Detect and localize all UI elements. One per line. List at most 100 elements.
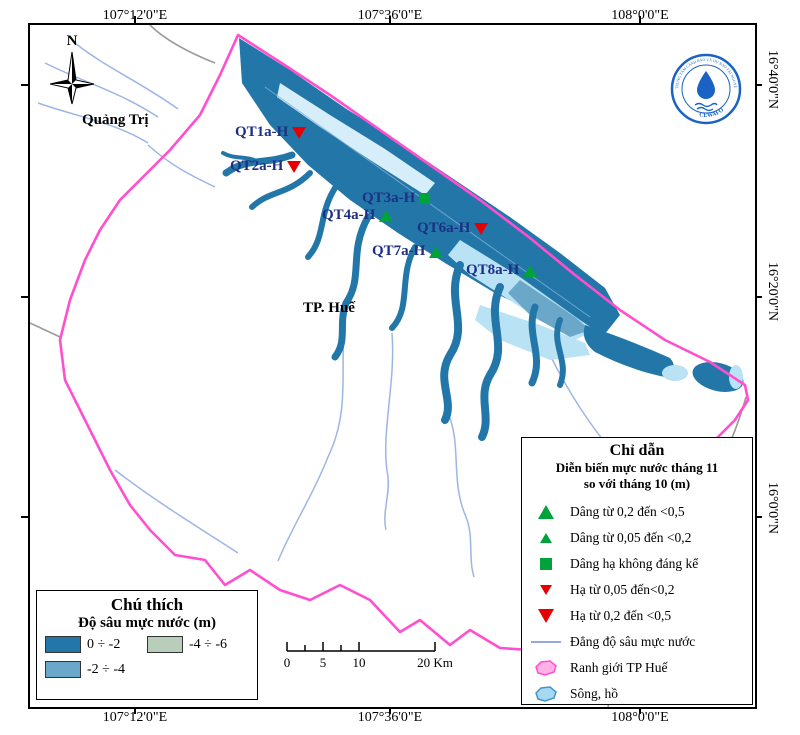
legend-guide-title: Chỉ dẫn (609, 442, 665, 459)
axis-label-top-2: 107°36'0"E (358, 8, 422, 24)
legend-item: Dâng từ 0,2 đến <0,5 (522, 499, 752, 525)
legend-guide: Chỉ dẫn Diễn biến mực nước tháng 11 so v… (521, 437, 753, 705)
tick-mark (639, 706, 641, 714)
wave-lines-icon (694, 102, 718, 112)
legend-depth-item: -2 ÷ -4 (45, 661, 147, 678)
legend-item-label: Dâng từ 0,2 đến <0,5 (570, 503, 685, 519)
region-label-quang-tri: Quảng Trị (82, 112, 149, 128)
tick-mark (134, 16, 136, 24)
station-qt6a: QT6a-H (417, 220, 489, 237)
axis-label-bottom-3: 108°0'0"E (611, 710, 669, 725)
axis-label-right-3: 16°0'0"N (765, 482, 780, 534)
lagoon-mid-patch (508, 280, 590, 337)
legend-depth-title: Chú thích (110, 595, 184, 614)
station-label: QT8a-H (466, 262, 520, 278)
axis-label-bottom-1: 107°12'0"E (102, 710, 168, 725)
triangle-down-red-small-icon (540, 584, 552, 595)
triangle-up-green-large-icon (538, 504, 554, 519)
scale-label-10: 10 (353, 655, 366, 670)
triangle-up-green-small-icon (540, 532, 552, 543)
tick-mark (754, 84, 762, 86)
river-channels (221, 151, 566, 441)
station-qt4a: QT4a-H (322, 207, 394, 224)
station-qt2a: QT2a-H (230, 158, 302, 175)
cewafo-logo: TRUNG TÂM CẢNH BÁO VÀ DỰ BÁO TÀI NGUYÊN … (670, 53, 742, 125)
square-green-icon (419, 193, 431, 204)
boundary-polygon-icon (535, 659, 557, 676)
water-blob (729, 365, 743, 389)
station-qt1a: QT1a-H (235, 124, 307, 141)
north-label: N (66, 33, 78, 49)
station-qt8a: QT8a-H (466, 262, 538, 279)
lagoon-pale-band-nw (277, 83, 435, 195)
station-label: QT3a-H (362, 190, 416, 206)
depth-swatch-mid (45, 661, 81, 678)
compass-rose-icon (49, 51, 95, 105)
station-label: QT1a-H (235, 124, 289, 140)
square-green-icon (540, 557, 552, 570)
triangle-down-red-large-icon (538, 608, 554, 623)
tick-mark (389, 16, 391, 24)
legend-item-label: Dâng hạ không đáng kể (570, 555, 699, 571)
water-drop-icon (697, 71, 715, 99)
legend-item-label: Hạ từ 0,2 đến <0,5 (570, 607, 672, 623)
triangle-down-red-icon (287, 160, 302, 173)
legend-item-label: Hạ từ 0,05 đến<0,2 (570, 581, 675, 597)
depth-swatch-label: 0 ÷ -2 (87, 636, 121, 652)
triangle-down-red-icon (474, 222, 489, 235)
station-label: QT6a-H (417, 220, 471, 236)
legend-item: Dâng hạ không đáng kể (522, 551, 752, 577)
legend-item: Đẳng độ sâu mực nước (522, 629, 752, 655)
axis-label-right-2: 16°20'0"N (765, 262, 780, 321)
legend-item: Hạ từ 0,2 đến <0,5 (522, 603, 752, 629)
station-label: QT7a-H (372, 243, 426, 259)
legend-item: Hạ từ 0,05 đến<0,2 (522, 577, 752, 603)
station-label: QT4a-H (322, 207, 376, 223)
triangle-up-green-icon (523, 264, 538, 277)
legend-guide-subtitle-1: Diễn biến mực nước tháng 11 (555, 460, 719, 475)
map-frame: N TRUNG TÂM CẢNH BÁO VÀ DỰ BÁO TÀI NGUYÊ… (28, 23, 757, 709)
tick-mark (21, 296, 29, 298)
scale-label-20: 20 Km (417, 655, 453, 670)
station-label: QT2a-H (230, 158, 284, 174)
scale-label-5: 5 (320, 655, 327, 670)
water-polygon-icon (535, 685, 557, 702)
lagoon-se-blob (583, 325, 674, 377)
triangle-up-green-icon (379, 209, 394, 222)
axis-label-bottom-2: 107°36'0"E (357, 710, 423, 725)
depth-swatch-green (147, 636, 183, 653)
triangle-down-red-icon (292, 126, 307, 139)
north-arrow: N (48, 33, 96, 111)
province-boundary (58, 33, 750, 652)
axis-label-top-1: 107°12'0"E (103, 8, 167, 24)
water-blob (662, 365, 688, 381)
legend-depth-subtitle: Độ sâu mực nước (m) (78, 615, 216, 631)
scale-bar: 0 5 10 20 Km (284, 642, 453, 670)
legend-item: Sông, hồ (522, 681, 752, 707)
contour-line-icon (531, 640, 561, 643)
legend-item-label: Đẳng độ sâu mực nước (570, 633, 696, 649)
depth-swatch-label: -4 ÷ -6 (189, 636, 228, 652)
scale-label-0: 0 (284, 655, 291, 670)
tick-mark (639, 16, 641, 24)
legend-depth-item: -4 ÷ -6 (147, 636, 249, 653)
legend-depth-item: 0 ÷ -2 (45, 636, 147, 653)
station-qt3a: QT3a-H (362, 190, 431, 207)
tick-mark (754, 516, 762, 518)
region-label-tp-hue: TP. Huế (303, 300, 355, 316)
legend-depth-items: 0 ÷ -2 -4 ÷ -6 -2 ÷ -4 (45, 636, 249, 678)
axis-label-top-3: 108°0'0"E (611, 8, 668, 24)
legend-item-label: Ranh giới TP Huế (570, 659, 668, 675)
legend-item: Ranh giới TP Huế (522, 655, 752, 681)
triangle-up-green-icon (429, 245, 444, 258)
svg-text:CEWAFO: CEWAFO (699, 107, 726, 119)
legend-item-label: Dâng từ 0,05 đến <0,2 (570, 529, 692, 545)
legend-depth: Chú thích Độ sâu mực nước (m) 0 ÷ -2 -4 … (36, 590, 258, 700)
tick-mark (21, 516, 29, 518)
tick-mark (21, 84, 29, 86)
legend-item-label: Sông, hồ (570, 685, 619, 701)
depth-swatch-dark (45, 636, 81, 653)
legend-item: Dâng từ 0,05 đến <0,2 (522, 525, 752, 551)
tick-mark (134, 706, 136, 714)
